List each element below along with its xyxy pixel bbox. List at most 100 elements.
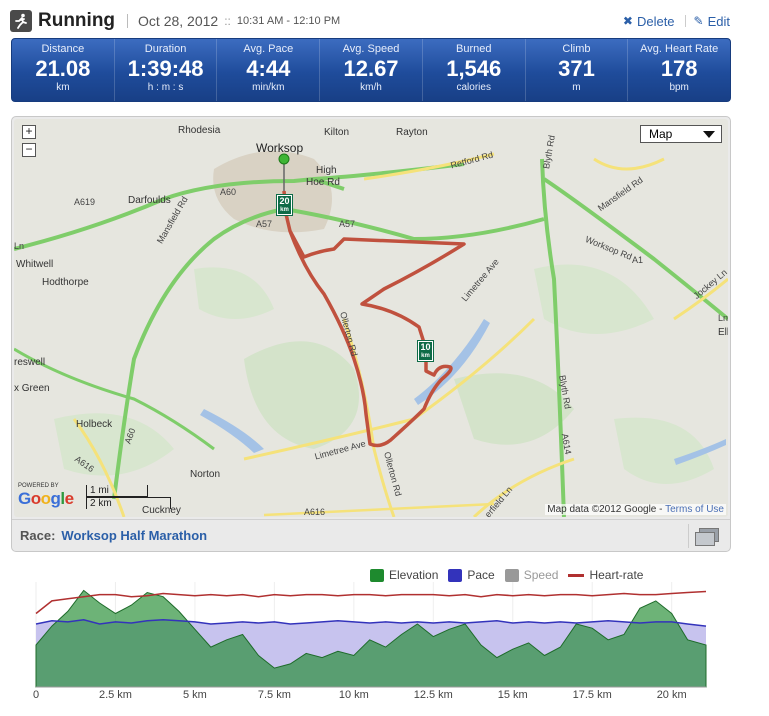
x-tick-label: 0 [32,689,40,701]
place-label: Norton [190,469,221,480]
stat-value: 1,546 [446,56,502,81]
activity-header: Running Oct 28, 2012 :: 10:31 AM - 12:10… [10,8,730,34]
legend-swatch [448,568,463,582]
marker-number: 20 [279,196,290,206]
map-panel: + − Map Rhodesia Worksop Kilton Rayton H… [11,116,731,552]
stat-value: 178 [660,56,698,81]
map-attribution: Map data ©2012 Google - Terms of Use [545,504,726,515]
x-tick-label: 10 km [338,689,369,701]
divider [127,14,129,28]
legend-line [568,573,585,577]
map-type-select[interactable]: Map [640,125,722,143]
stat-label: Burned [455,43,492,55]
stat-unit: min/km [252,82,285,93]
zoom-in-button[interactable]: + [22,125,36,139]
place-label: Worksop [256,141,304,155]
attribution-text: Map data ©2012 Google - [547,504,663,515]
runner-icon [10,10,32,32]
stat-value: 371 [558,56,595,81]
x-tick-label: 12.5 km [413,689,453,701]
stat-unit: m [572,82,581,93]
place-label: Holbeck [76,419,113,430]
stat-duration: Duration 1:39:48 h : m : s [115,39,218,101]
stat-value: 21.08 [35,56,91,81]
google-logo[interactable]: POWERED BY Google [18,483,88,515]
place-label: Whitwell [16,259,54,270]
road-label: Ln [718,313,728,323]
divider [684,15,686,27]
stats-bar: Distance 21.08 km Duration 1:39:48 h : m… [11,38,731,102]
terms-link[interactable]: Terms of Use [665,504,724,515]
x-icon: ✖ [622,14,633,28]
place-label: Darfoulds [128,195,171,206]
marker-unit: km [280,207,289,213]
page-title: Running [38,10,116,31]
marker-number: 10 [420,342,431,352]
scale-mi: 1 mi [86,485,148,497]
stat-label: Duration [144,43,187,55]
marker-unit: km [421,353,430,359]
activity-date: Oct 28, 2012 [138,13,219,29]
place-label: Rhodesia [178,125,221,136]
place-label: Hodthorpe [42,277,89,288]
header-actions: ✖ Delete ✎ Edit [623,14,730,29]
stat-label: Climb [562,43,591,55]
stat-value: 1:39:48 [127,56,204,81]
stat-distance: Distance 21.08 km [12,39,115,101]
route-map[interactable]: + − Map Rhodesia Worksop Kilton Rayton H… [14,119,728,517]
distance-marker[interactable]: 20 km [276,194,293,216]
date-separator: :: [224,14,231,28]
legend-elevation[interactable]: Elevation [370,568,438,582]
stat-climb: Climb 371 m [526,39,629,101]
powered-by-label: POWERED BY [18,483,59,489]
scale-km: 2 km [86,497,171,509]
stat-value: 4:44 [246,56,291,81]
activity-time: 10:31 AM - 12:10 PM [236,15,341,27]
legend-speed[interactable]: Speed [504,568,559,582]
legend-pace[interactable]: Pace [448,568,495,582]
stat-label: Avg. Heart Rate [640,43,719,55]
stat-unit: h : m : s [147,82,184,93]
map-canvas [14,151,728,517]
stat-unit: km [56,82,70,93]
legend-label: Speed [523,568,559,582]
fullscreen-button[interactable] [688,524,724,548]
place-label: High [316,165,337,176]
legend-label: Elevation [389,568,439,582]
road-label: A616 [304,507,326,517]
road-label: A1 [632,255,644,265]
place-label: Cuckney [142,505,181,516]
legend-swatch [504,568,519,582]
place-label: Hoe Rd [306,177,340,188]
legend-label: Heart-rate [589,568,644,582]
fullscreen-icon-front [695,532,715,546]
x-tick-label: 2.5 km [98,689,132,701]
x-tick-label: 20 km [656,689,687,701]
edit-button[interactable]: ✎ Edit [694,14,730,29]
place-label: x Green [14,383,50,394]
delete-button[interactable]: ✖ Delete [623,14,675,29]
zoom-out-button[interactable]: − [22,143,36,157]
road-label: A60 [220,187,237,197]
race-link[interactable]: Worksop Half Marathon [61,528,208,543]
stat-value: 12.67 [343,56,399,81]
stat-unit: km/h [360,82,382,93]
road-label: Ln [14,241,25,251]
pencil-icon: ✎ [693,14,704,28]
race-label: Race: [20,528,56,543]
distance-marker[interactable]: 10 km [417,340,434,362]
place-label: Elk [718,327,728,338]
x-tick-label: 15 km [497,689,528,701]
legend-label: Pace [467,568,495,582]
delete-label: Delete [636,13,675,29]
chart-plot[interactable] [0,562,769,688]
chart-legend: Elevation Pace Speed Heart-rate [370,568,653,582]
legend-heart-rate[interactable]: Heart-rate [568,568,643,582]
stat-burned: Burned 1,546 calories [423,39,526,101]
stat-avg-pace: Avg. Pace 4:44 min/km [217,39,321,101]
series-heart-rate-line [35,590,707,615]
chevron-down-icon [703,131,715,138]
x-tick-label: 17.5 km [572,689,612,701]
legend-swatch [370,568,384,582]
